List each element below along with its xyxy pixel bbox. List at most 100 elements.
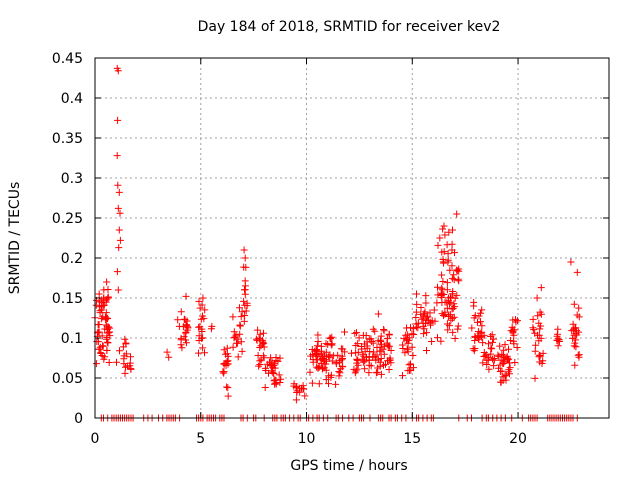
- data-point: [474, 318, 481, 326]
- data-point: [374, 310, 382, 318]
- data-point: [571, 339, 579, 347]
- data-point: [296, 388, 304, 396]
- data-point: [454, 275, 462, 283]
- data-point: [268, 358, 276, 366]
- data-point: [399, 341, 407, 349]
- data-point: [440, 222, 448, 230]
- data-point: [477, 318, 484, 326]
- data-point: [408, 343, 416, 351]
- data-point: [427, 321, 434, 329]
- data-point: [306, 368, 314, 376]
- data-point: [92, 360, 100, 368]
- data-point: [405, 336, 413, 344]
- data-point: [407, 360, 414, 368]
- data-point: [445, 311, 453, 319]
- data-point: [270, 370, 278, 377]
- data-point: [175, 322, 183, 330]
- data-point: [436, 234, 444, 242]
- data-point: [438, 284, 446, 292]
- data-point: [501, 341, 509, 349]
- data-point: [165, 353, 173, 361]
- data-point: [293, 383, 301, 391]
- x-tick-label: 5: [196, 431, 205, 447]
- data-point: [97, 350, 105, 357]
- data-point: [409, 352, 417, 359]
- data-point: [113, 268, 121, 276]
- data-point: [511, 359, 519, 366]
- data-point: [536, 325, 544, 333]
- data-point: [480, 331, 488, 339]
- data-point: [449, 304, 457, 312]
- data-point: [536, 308, 544, 316]
- data-point: [223, 383, 231, 391]
- data-point: [428, 338, 436, 345]
- data-point: [92, 301, 100, 309]
- data-point: [369, 339, 377, 347]
- y-tick-label: 0.25: [52, 211, 83, 227]
- data-point: [449, 328, 457, 336]
- y-tick-label: 0.35: [52, 131, 83, 147]
- data-point: [534, 312, 542, 320]
- data-point: [241, 282, 249, 290]
- data-point: [439, 225, 447, 233]
- data-point: [380, 361, 387, 369]
- data-point: [438, 248, 446, 256]
- data-point: [223, 350, 231, 358]
- data-point: [380, 350, 388, 358]
- data-point: [386, 342, 393, 350]
- data-point: [503, 356, 511, 364]
- data-point: [230, 334, 238, 342]
- data-point: [115, 244, 123, 252]
- data-point: [371, 327, 379, 335]
- data-point: [271, 376, 279, 384]
- data-point: [487, 344, 495, 352]
- data-point: [240, 317, 248, 325]
- data-point: [100, 355, 108, 363]
- y-tick-label: 0: [74, 411, 83, 427]
- data-point: [437, 337, 445, 345]
- data-point: [373, 351, 381, 359]
- data-point: [351, 329, 359, 337]
- data-point: [195, 349, 202, 357]
- data-point: [361, 348, 369, 356]
- data-point: [449, 226, 456, 234]
- data-point: [330, 352, 338, 360]
- data-point: [485, 353, 493, 361]
- data-point: [201, 349, 208, 357]
- data-point: [404, 331, 412, 339]
- data-point: [180, 333, 188, 341]
- data-point: [122, 350, 130, 358]
- data-point: [531, 347, 539, 355]
- data-point: [254, 326, 262, 334]
- data-point: [448, 274, 456, 282]
- data-point: [572, 343, 580, 351]
- data-point: [573, 331, 581, 339]
- data-point: [401, 349, 409, 357]
- data-point: [224, 392, 232, 400]
- data-point: [572, 330, 580, 338]
- data-point: [537, 322, 545, 330]
- data-point: [240, 246, 248, 254]
- data-point: [236, 322, 244, 330]
- data-point: [474, 328, 482, 335]
- data-point: [513, 344, 521, 351]
- data-point: [537, 284, 545, 292]
- data-point: [434, 241, 442, 249]
- data-point: [201, 306, 209, 314]
- data-point: [237, 313, 245, 321]
- data-point: [571, 361, 579, 369]
- data-point: [242, 263, 250, 271]
- data-point: [572, 336, 580, 344]
- data-point: [177, 308, 185, 316]
- data-point: [121, 335, 129, 343]
- data-point: [308, 379, 316, 387]
- data-point: [495, 352, 503, 360]
- data-point: [488, 331, 496, 339]
- data-point: [359, 352, 367, 360]
- data-point: [418, 315, 426, 323]
- data-point: [353, 329, 360, 337]
- data-point: [573, 311, 581, 319]
- data-point: [569, 334, 577, 342]
- data-point: [412, 308, 420, 316]
- data-point: [509, 326, 517, 334]
